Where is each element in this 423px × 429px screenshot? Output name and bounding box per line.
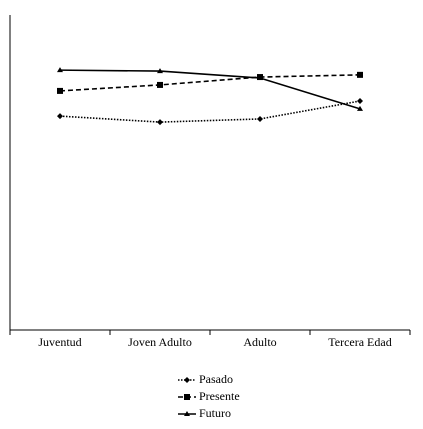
legend-label: Pasado bbox=[199, 372, 233, 386]
data-point bbox=[357, 97, 363, 104]
x-tick-label: Joven Adulto bbox=[128, 335, 192, 349]
x-tick-label: Juventud bbox=[38, 335, 81, 349]
data-point bbox=[157, 81, 163, 88]
data-point bbox=[257, 115, 263, 122]
data-point bbox=[157, 119, 163, 126]
x-tick-label: Adulto bbox=[243, 335, 276, 349]
data-point bbox=[57, 67, 63, 73]
legend-marker bbox=[184, 377, 190, 383]
legend-label: Presente bbox=[199, 389, 240, 403]
legend-marker bbox=[184, 394, 190, 400]
series-line bbox=[59, 74, 361, 92]
series-line bbox=[59, 69, 361, 110]
data-point bbox=[257, 75, 263, 80]
data-point bbox=[57, 87, 63, 94]
data-point bbox=[357, 71, 363, 78]
legend-label: Futuro bbox=[199, 406, 231, 420]
data-point bbox=[57, 113, 63, 120]
data-point bbox=[357, 105, 363, 111]
data-point bbox=[157, 68, 163, 74]
x-tick-label: Tercera Edad bbox=[328, 335, 391, 349]
series-line bbox=[59, 100, 361, 123]
legend-marker bbox=[184, 411, 190, 416]
